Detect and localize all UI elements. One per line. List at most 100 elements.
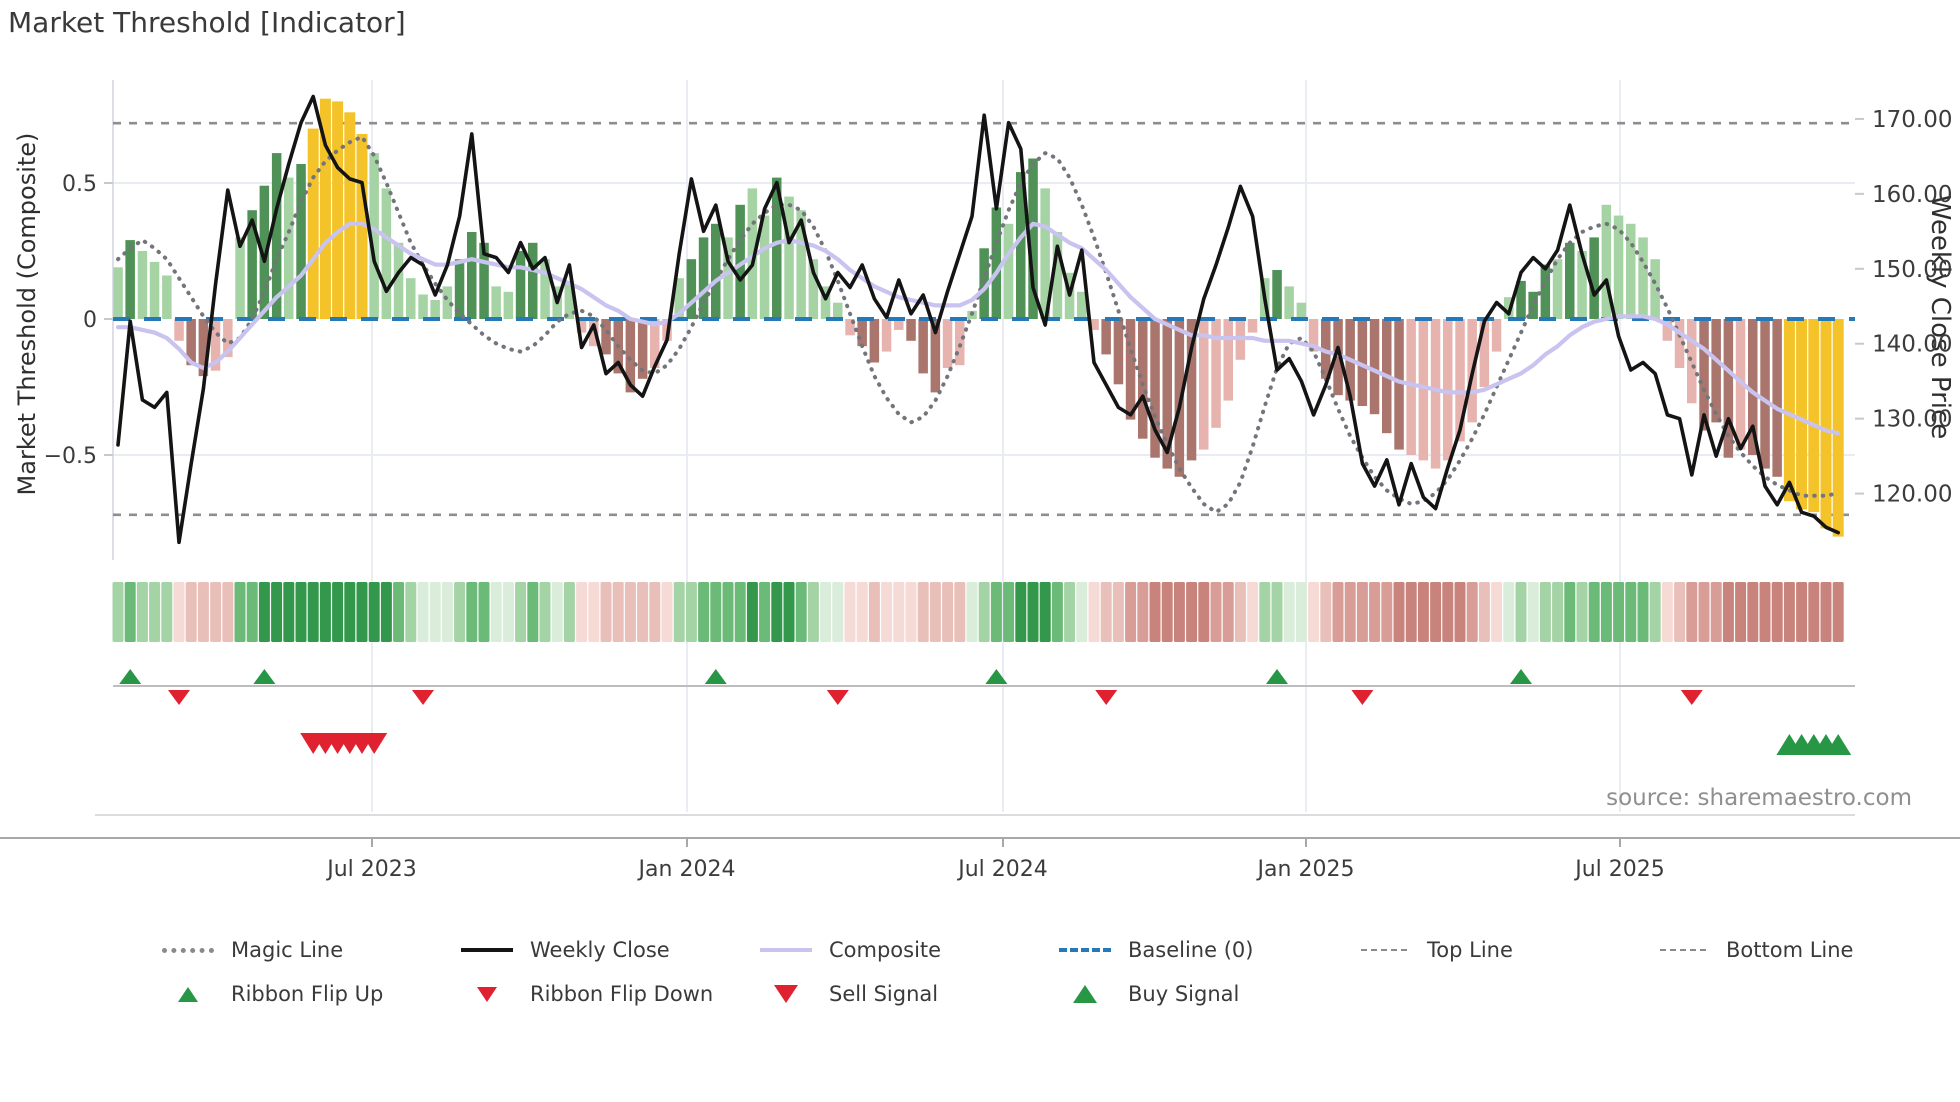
ribbon-cell [1076,582,1088,642]
composite-bar [759,215,770,319]
ribbon-cell [990,582,1002,642]
ribbon-cell [893,582,905,642]
composite-bar [296,164,306,319]
composite-bar [503,291,514,319]
weekly-close-line-icon [459,948,515,952]
composite-bar [942,319,953,368]
composite-bar [894,319,904,330]
ribbon-cell [149,582,161,642]
ribbon-cell [1478,582,1490,642]
composite-bar [1003,223,1014,319]
composite-bar [1760,319,1770,469]
composite-line [115,221,1841,436]
ribbon-cell [1247,582,1259,642]
x-tick-label: Jul 2023 [325,857,417,882]
composite-bar [930,319,941,393]
ribbon-cell [563,582,575,642]
ribbon-cell [1527,582,1539,642]
composite-bar [1516,280,1526,319]
composite-bar [271,153,282,319]
composite-bar [711,223,721,319]
ribbon-cell [234,582,246,642]
ribbon-cell [1576,582,1588,642]
composite-bar [125,240,135,319]
ribbon-cell [1003,582,1015,642]
composite-bar [650,319,660,368]
bottom-line-icon [1655,949,1711,951]
composite-bar [259,185,270,319]
ribbon-cell [454,582,466,642]
composite-bar [540,259,550,319]
y-tick-label-right: 130.00 [1872,407,1952,433]
ribbon-cell [1552,582,1564,642]
ribbon-cell [1027,582,1039,642]
weekly-close-line [116,94,1840,545]
ribbon-cell [600,582,612,642]
ribbon-cell [258,582,270,642]
ribbon-cell [441,582,453,642]
ribbon-cell [1454,582,1466,642]
y-tick-label-right: 120.00 [1872,482,1952,508]
ribbon-flip-down-marker [168,690,190,705]
composite-bar [955,319,965,366]
ribbon-cell [1747,582,1759,642]
ribbon-cell [917,582,929,642]
composite-bar [601,319,611,355]
composite-bar [1674,319,1685,368]
composite-bar [515,251,526,319]
ribbon-flip-up-marker [119,669,142,684]
composite-bar [1211,319,1221,428]
composite-bar [857,319,867,347]
ribbon-cell [1771,582,1783,642]
ribbon-cell [1674,582,1686,642]
composite-bar [1199,319,1209,450]
ribbon-flip-down-marker [412,690,434,705]
legend-item-composite: Composite [758,932,1057,968]
ribbon-cell [1173,582,1185,642]
legend-item-ribbon-flip-down: Ribbon Flip Down [459,976,758,1012]
composite-bar [1626,223,1636,319]
ribbon-cell [807,582,819,642]
composite-bar [1052,232,1063,319]
ribbon-flip-up-marker [1266,669,1288,684]
composite-bar [454,259,465,319]
composite-line-icon [758,948,814,952]
composite-bar [869,319,880,363]
composite-bar [991,207,1002,319]
chart-legend: Magic Line Weekly Close Composite Baseli… [160,932,1954,1012]
y-tick-label-right: 160.00 [1872,182,1952,208]
ribbon-cell [502,582,514,642]
ribbon-cell [624,582,636,642]
composite-bar [1552,259,1563,319]
ribbon-cell [832,582,844,642]
composite-bar [356,134,368,319]
ribbon-cell [1625,582,1637,642]
legend-label: Composite [829,938,942,962]
ribbon-flip-up-icon [160,986,216,1002]
ribbon-cell [1613,582,1625,642]
composite-bar [1101,319,1111,355]
composite-bar [637,319,648,379]
composite-bar [1613,215,1624,319]
ribbon-cell [1234,582,1246,642]
ribbon-cell [319,582,331,642]
composite-bar [1699,319,1709,431]
ribbon-cell [466,582,478,642]
top-line-icon [1356,949,1412,951]
composite-bar [393,242,404,319]
ribbon-cell [746,582,758,642]
ribbon-flip-down-marker [826,690,849,705]
ribbon-cell [978,582,990,642]
ribbon-cell [1491,582,1503,642]
page-title: Market Threshold [Indicator] [8,6,406,39]
ribbon-cell [661,582,673,642]
composite-bar [1125,319,1136,420]
composite-bar [1711,319,1721,423]
ribbon-cell [307,582,319,642]
ribbon-cell [539,582,551,642]
ribbon-cell [1161,582,1173,642]
composite-bar [1089,319,1099,330]
ribbon-flip-up-marker [253,669,276,684]
ribbon-cell [222,582,234,642]
composite-bar [1832,319,1844,537]
